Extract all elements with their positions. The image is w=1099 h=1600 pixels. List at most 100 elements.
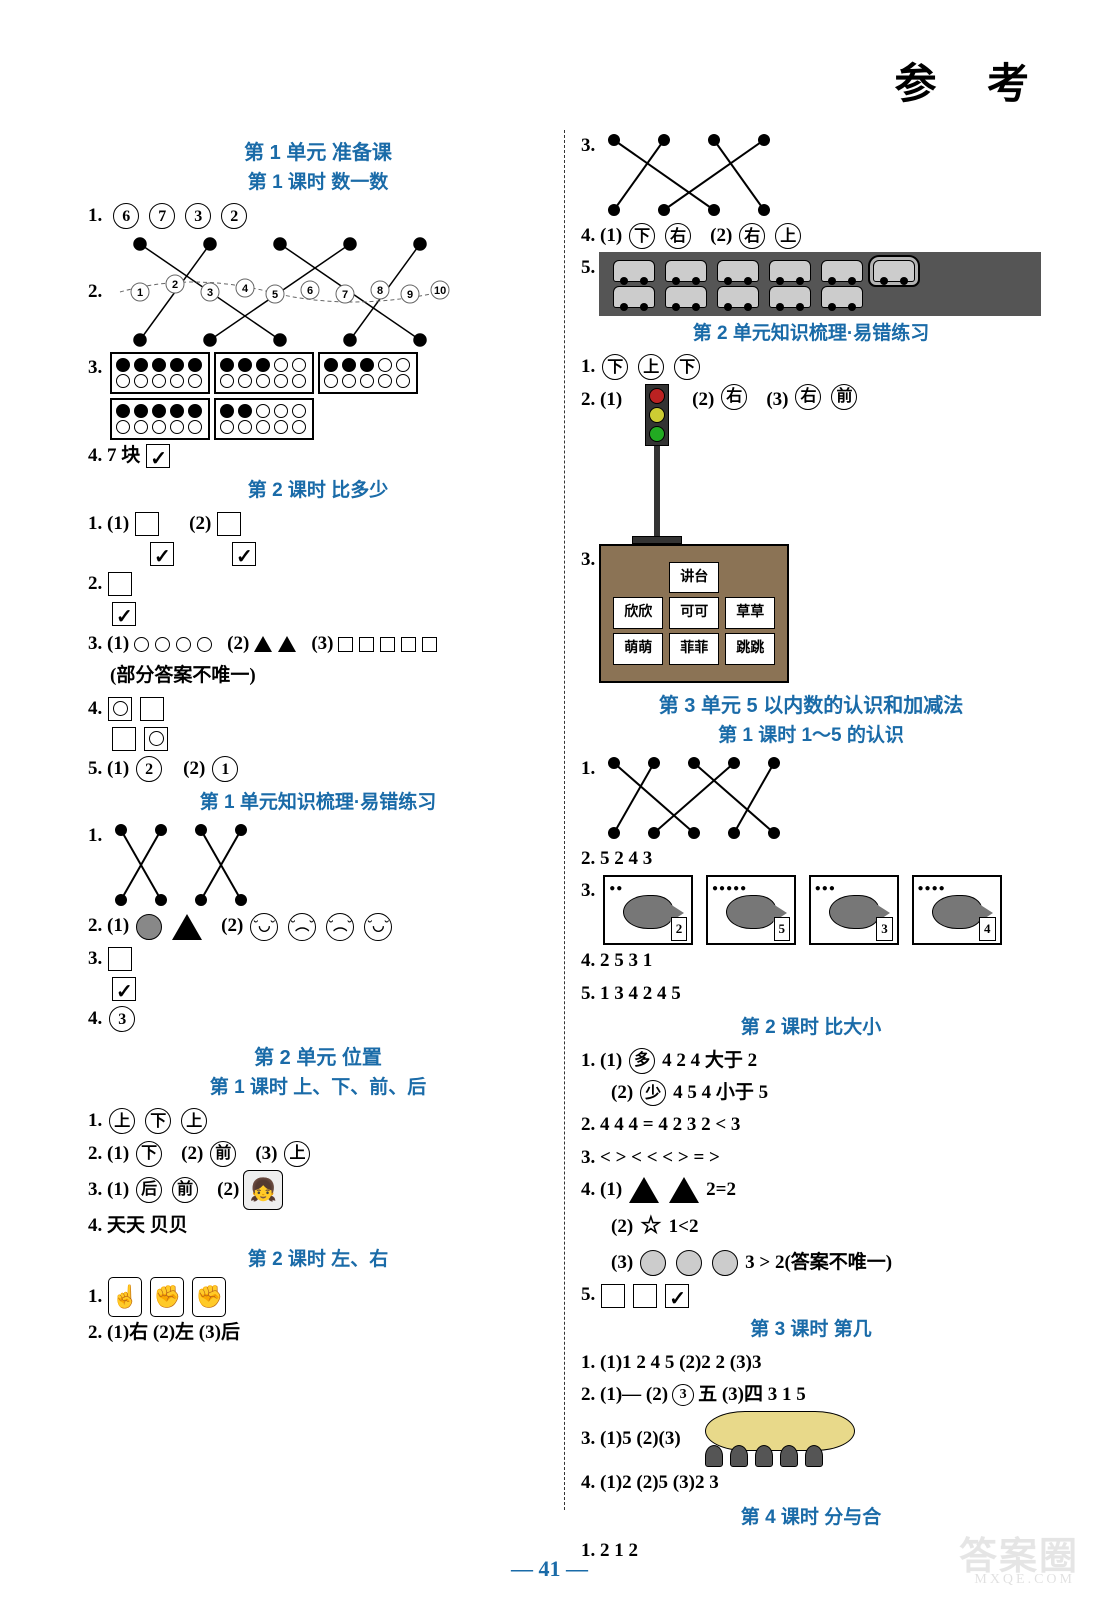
l2-q4: 4. bbox=[88, 693, 548, 725]
s3l2-q4a: 4. (1) 2=2 bbox=[581, 1174, 1041, 1206]
seat-label: 跳跳 bbox=[725, 633, 775, 665]
rv-q2: 2. (1) (2) ˘◡˘ ˘︵˘ ˘︵˘ ˘◡˘ bbox=[88, 910, 548, 942]
checkbox-checked bbox=[112, 977, 136, 1001]
answer-circle: 前 bbox=[172, 1177, 198, 1203]
face-icon: ˘◡˘ bbox=[250, 913, 278, 941]
square-icon bbox=[401, 637, 416, 652]
star-icon: ☆ bbox=[640, 1206, 662, 1247]
s2l2-q1: 1. ☝ ✊ ✊ bbox=[88, 1277, 548, 1317]
text: 4. 2 5 3 1 bbox=[581, 945, 652, 977]
text: 4 5 4 小于 5 bbox=[673, 1077, 768, 1109]
box bbox=[140, 697, 164, 721]
answer-circle: 上 bbox=[181, 1108, 207, 1134]
unit1-lesson2-title: 第 2 课时 比多少 bbox=[88, 475, 548, 502]
s3-q4: 4. 2 5 3 1 bbox=[581, 945, 1041, 977]
s3l3-q4: 4. (1)2 (2)5 (3)2 3 bbox=[581, 1467, 1041, 1499]
svg-text:10: 10 bbox=[434, 285, 446, 297]
unit3-lesson1-title: 第 1 课时 1～5 的认识 bbox=[581, 720, 1041, 747]
worksheet-page: 参 考 第 1 单元 准备课 第 1 课时 数一数 1. 6 7 3 2 2. bbox=[0, 0, 1099, 1600]
s3-q2: 2. 5 2 4 3 bbox=[581, 843, 1041, 875]
text: 1. (1) bbox=[88, 508, 129, 540]
text: (2) bbox=[189, 508, 211, 540]
text: 1. bbox=[88, 1281, 102, 1313]
answer-circle: 前 bbox=[831, 384, 857, 410]
qnum: 1. bbox=[88, 200, 102, 232]
answer-circle: 下 bbox=[674, 354, 700, 380]
answer-circle: 下 bbox=[136, 1141, 162, 1167]
svg-text:8: 8 bbox=[377, 285, 383, 297]
text: 5. (1) bbox=[88, 753, 129, 785]
l2-q5: 5. (1) 2 (2) 1 bbox=[88, 753, 548, 785]
car-icon bbox=[665, 286, 707, 308]
face-icon: ˘◡˘ bbox=[364, 913, 392, 941]
text: 3. < > < < < > = > bbox=[581, 1142, 720, 1174]
l2-q3: 3. (1) (2) (3) bbox=[88, 628, 548, 660]
checkbox-checked bbox=[232, 542, 256, 566]
l2-q2-row2 bbox=[110, 600, 548, 628]
text: (2) bbox=[692, 384, 714, 416]
text: (2) bbox=[710, 220, 732, 252]
s3l2-q1b: (2) 少 4 5 4 小于 5 bbox=[611, 1077, 1041, 1109]
rv2-q3: 3. 讲台 欣欣 可可 草草 萌萌 菲菲 跳跳 bbox=[581, 544, 1041, 683]
text: (3) bbox=[255, 1138, 277, 1170]
svg-text:5: 5 bbox=[272, 289, 278, 301]
answer-circle: 3 bbox=[672, 1384, 694, 1406]
car-icon bbox=[665, 260, 707, 282]
box bbox=[135, 512, 159, 536]
car-icon bbox=[613, 286, 655, 308]
svg-text:2: 2 bbox=[172, 279, 178, 291]
circle-icon bbox=[176, 637, 191, 652]
filled-circle-icon bbox=[136, 914, 162, 940]
car-icon bbox=[769, 260, 811, 282]
square-icon bbox=[338, 637, 353, 652]
checkbox-checked bbox=[112, 602, 136, 626]
rv-q3: 3. bbox=[88, 943, 548, 975]
text: 3 > 2(答案不唯一) bbox=[745, 1247, 892, 1279]
text: 1. (1) bbox=[581, 1045, 622, 1077]
text: 2. (1) bbox=[581, 384, 622, 416]
l2-q4-row2 bbox=[110, 725, 548, 753]
text: (3) bbox=[766, 384, 788, 416]
car-icon bbox=[821, 260, 863, 282]
box bbox=[217, 512, 241, 536]
fish-box: ●●2 bbox=[603, 875, 693, 945]
s3l3-q3: 3. (1)5 (2)(3) bbox=[581, 1411, 1041, 1467]
answer-circle: 右 bbox=[721, 384, 747, 410]
q4: 4. 7 块 bbox=[88, 440, 548, 472]
checkbox-checked bbox=[146, 444, 170, 468]
r-q5: 5. bbox=[581, 252, 1041, 316]
page-number: — 41 — bbox=[511, 1556, 588, 1582]
text: 5. 1 3 4 2 4 5 bbox=[581, 978, 681, 1010]
s2l2-q2: 2. (1)右 (2)左 (3)后 bbox=[88, 1317, 548, 1349]
right-column: 3. 4. (1) 下 右 (2) 右 上 bbox=[569, 130, 1049, 1510]
answer-circle: 2 bbox=[221, 203, 247, 229]
text: 2. (1)— (2) bbox=[581, 1379, 668, 1411]
text: 5. bbox=[581, 252, 595, 284]
text: 4. 7 块 bbox=[88, 440, 140, 472]
svg-text:1: 1 bbox=[137, 287, 143, 299]
unit2-title: 第 2 单元 位置 bbox=[88, 1041, 548, 1070]
s3l3-q2: 2. (1)— (2) 3 五 (3)四 3 1 5 bbox=[581, 1379, 1041, 1411]
text: 1. 2 1 2 bbox=[581, 1535, 638, 1567]
qnum: 3. bbox=[88, 352, 102, 384]
qnum: 2. bbox=[88, 276, 102, 308]
text: 1. (1)1 2 4 5 (2)2 2 (3)3 bbox=[581, 1347, 761, 1379]
text: 2. bbox=[88, 568, 102, 600]
text: 1. bbox=[88, 820, 102, 852]
circle-icon bbox=[197, 637, 212, 652]
seat-label: 草草 bbox=[725, 597, 775, 629]
circle-icon bbox=[676, 1250, 702, 1276]
cross-diagram bbox=[599, 753, 799, 843]
car-icon bbox=[613, 260, 655, 282]
answer-circle: 上 bbox=[109, 1108, 135, 1134]
car-icon bbox=[769, 286, 811, 308]
s3-q3: 3. ●●2 ●●●●●5 ●●●3 ●●●●4 bbox=[581, 875, 1041, 945]
checkbox-checked bbox=[150, 542, 174, 566]
unit3-lesson2-title: 第 2 课时 比大小 bbox=[581, 1012, 1041, 1039]
page-header: 参 考 bbox=[894, 50, 1049, 111]
box bbox=[112, 727, 136, 751]
text: 2. (1) bbox=[88, 1138, 129, 1170]
car-strip bbox=[599, 252, 1041, 316]
text: (2) bbox=[183, 753, 205, 785]
unit1-lesson1-title: 第 1 课时 数一数 bbox=[88, 167, 548, 194]
